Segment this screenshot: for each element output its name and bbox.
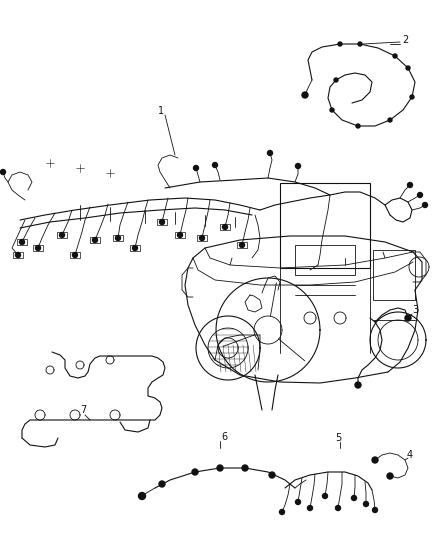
Circle shape — [322, 494, 328, 498]
Circle shape — [405, 315, 411, 321]
Circle shape — [217, 465, 223, 471]
Circle shape — [302, 92, 308, 98]
Circle shape — [364, 502, 368, 506]
Bar — [13, 252, 23, 258]
Text: 3: 3 — [412, 305, 418, 315]
Circle shape — [279, 510, 285, 514]
Bar — [197, 235, 207, 241]
Circle shape — [223, 224, 227, 230]
Circle shape — [240, 243, 244, 247]
Circle shape — [159, 220, 165, 224]
Circle shape — [138, 492, 145, 499]
Circle shape — [356, 124, 360, 128]
Circle shape — [393, 54, 397, 58]
Circle shape — [177, 232, 183, 238]
Bar — [57, 232, 67, 238]
Text: 6: 6 — [221, 432, 227, 442]
Circle shape — [73, 253, 78, 257]
Circle shape — [296, 499, 300, 505]
Circle shape — [199, 236, 205, 240]
Text: 5: 5 — [335, 433, 341, 443]
Circle shape — [194, 166, 198, 171]
Circle shape — [330, 108, 334, 112]
Circle shape — [159, 481, 165, 487]
Circle shape — [358, 42, 362, 46]
Bar — [17, 239, 27, 245]
Circle shape — [296, 164, 300, 168]
Circle shape — [387, 473, 393, 479]
Circle shape — [35, 246, 40, 251]
Bar — [220, 224, 230, 230]
Bar — [237, 242, 247, 248]
Bar — [175, 232, 185, 238]
Bar — [33, 245, 43, 251]
Circle shape — [372, 507, 378, 513]
Text: 7: 7 — [80, 405, 86, 415]
Circle shape — [269, 472, 275, 478]
Circle shape — [15, 253, 21, 257]
Bar — [70, 252, 80, 258]
Bar — [295, 245, 355, 275]
Circle shape — [338, 42, 342, 46]
Circle shape — [334, 78, 338, 82]
Circle shape — [388, 118, 392, 122]
Circle shape — [406, 66, 410, 70]
Circle shape — [192, 469, 198, 475]
Bar — [373, 250, 415, 300]
Circle shape — [133, 246, 138, 251]
Bar — [130, 245, 140, 251]
Circle shape — [410, 95, 414, 99]
Text: 1: 1 — [158, 106, 164, 116]
Circle shape — [0, 169, 6, 174]
Bar — [90, 237, 100, 243]
Text: 2: 2 — [402, 35, 408, 45]
Circle shape — [20, 239, 25, 245]
Text: 4: 4 — [407, 450, 413, 460]
Circle shape — [268, 150, 272, 156]
Circle shape — [92, 238, 98, 243]
Circle shape — [336, 505, 340, 511]
Circle shape — [242, 465, 248, 471]
Circle shape — [352, 496, 357, 500]
Bar — [157, 219, 167, 225]
Circle shape — [407, 182, 413, 188]
Bar — [280, 183, 370, 268]
Circle shape — [423, 203, 427, 207]
Circle shape — [355, 382, 361, 388]
Circle shape — [116, 236, 120, 240]
Circle shape — [307, 505, 312, 511]
Circle shape — [417, 192, 423, 198]
Circle shape — [212, 163, 218, 167]
Bar — [113, 235, 123, 241]
Circle shape — [372, 457, 378, 463]
Circle shape — [60, 232, 64, 238]
